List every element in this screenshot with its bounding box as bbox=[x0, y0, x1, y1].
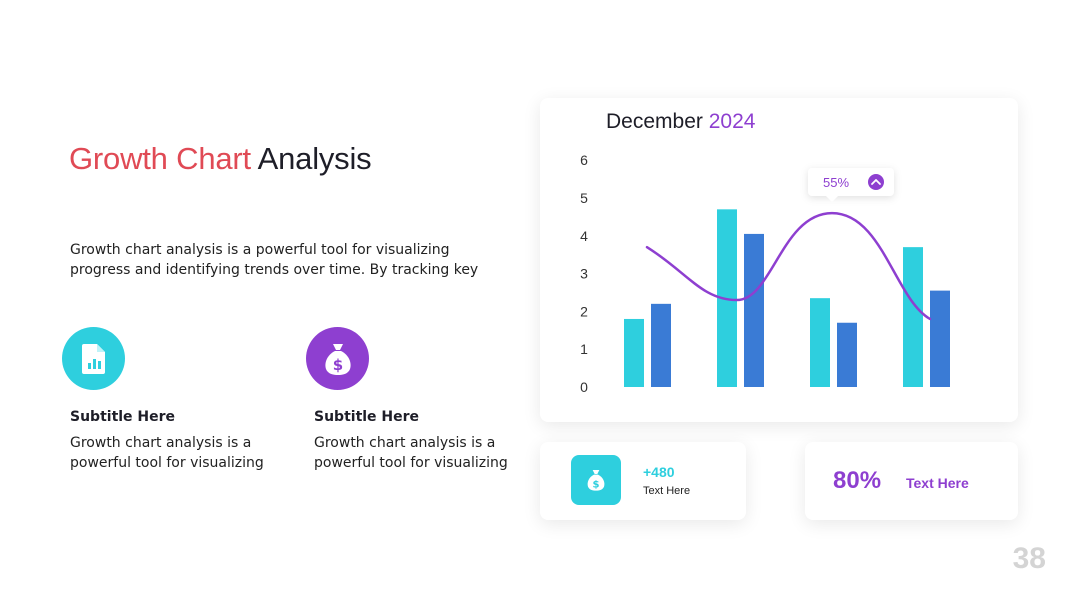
feature-block-2: $ Subtitle Here Growth chart analysis is… bbox=[306, 327, 516, 473]
trend-tooltip: 55% bbox=[808, 168, 894, 202]
tooltip-label: 55% bbox=[823, 175, 849, 190]
bar bbox=[903, 247, 923, 387]
feature-text: Growth chart analysis is a powerful tool… bbox=[314, 435, 508, 471]
stat-card-revenue: $ +480 Text Here bbox=[540, 442, 746, 520]
y-tick-label: 5 bbox=[580, 190, 588, 206]
page-number: 38 bbox=[1012, 542, 1046, 575]
money-bag-icon: $ bbox=[306, 327, 369, 390]
chart-card: December 2024 0 1 2 3 4 5 6 55% bbox=[540, 98, 1018, 422]
bar bbox=[810, 298, 830, 387]
y-tick-label: 6 bbox=[580, 152, 588, 168]
bar bbox=[744, 233, 764, 387]
bar bbox=[837, 322, 857, 387]
bar bbox=[624, 318, 644, 387]
title-accent: Growth Chart bbox=[69, 141, 251, 176]
slide-description: Growth chart analysis is a powerful tool… bbox=[70, 242, 479, 278]
y-tick-label: 0 bbox=[580, 379, 588, 395]
feature-subtitle: Subtitle Here bbox=[70, 409, 176, 425]
stat-label: Text Here bbox=[643, 485, 691, 497]
feature-subtitle: Subtitle Here bbox=[314, 409, 420, 425]
svg-text:$: $ bbox=[593, 479, 600, 490]
bar bbox=[930, 290, 950, 387]
stat-value: +480 bbox=[643, 464, 675, 480]
trend-line bbox=[645, 211, 932, 321]
stat-percent: 80% bbox=[833, 467, 882, 494]
y-tick-label: 1 bbox=[580, 341, 588, 357]
y-tick-label: 3 bbox=[580, 266, 588, 282]
bar bbox=[651, 303, 671, 387]
tooltip-pointer bbox=[826, 196, 838, 202]
chart-title-year: 2024 bbox=[708, 110, 756, 133]
y-tick-label: 4 bbox=[580, 228, 588, 244]
chevron-up-icon bbox=[868, 174, 884, 190]
stat-card-percent: 80% Text Here bbox=[805, 442, 1018, 520]
chart-title: December 2024 bbox=[606, 110, 755, 134]
svg-text:$: $ bbox=[332, 356, 342, 374]
chevron-stroke bbox=[871, 179, 881, 185]
money-bag-icon: $ bbox=[571, 455, 621, 505]
stat-label: Text Here bbox=[906, 475, 969, 491]
chart-title-month: December bbox=[606, 110, 703, 133]
y-tick-label: 2 bbox=[580, 303, 588, 319]
slide-title: Growth Chart Analysis bbox=[69, 141, 372, 177]
chart-document-icon bbox=[62, 327, 125, 390]
bar-chart: 0 1 2 3 4 5 6 55% bbox=[580, 152, 950, 395]
title-rest: Analysis bbox=[257, 141, 372, 176]
feature-text: Growth chart analysis is a powerful tool… bbox=[70, 435, 264, 471]
feature-block-1: Subtitle Here Growth chart analysis is a… bbox=[62, 327, 272, 473]
